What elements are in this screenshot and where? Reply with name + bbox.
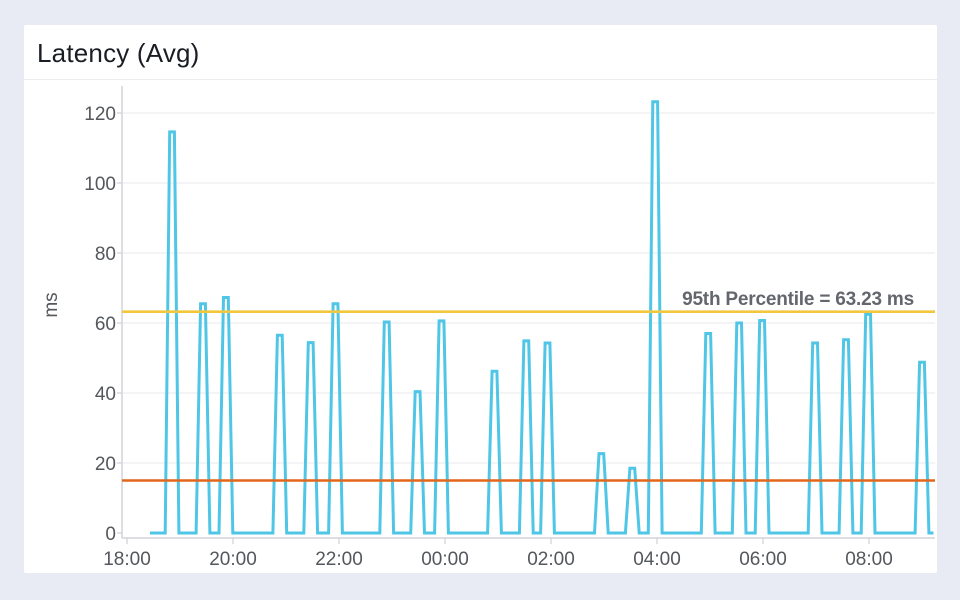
x-tick-label: 06:00 <box>739 549 787 570</box>
x-tick-label: 18:00 <box>103 549 151 570</box>
latency-series-line <box>150 100 934 535</box>
y-tick-label: 20 <box>95 454 116 475</box>
y-tick-label: 100 <box>84 174 116 195</box>
x-tick-label: 22:00 <box>315 549 363 570</box>
chart-title: Latency (Avg) <box>37 38 200 68</box>
title-divider <box>24 79 937 80</box>
percentile-annotation-label: 95th Percentile = 63.23 ms <box>682 289 914 310</box>
x-tick-label: 20:00 <box>209 549 257 570</box>
y-tick-label: 0 <box>105 524 116 545</box>
x-tick-label: 04:00 <box>633 549 681 570</box>
y-tick-label: 80 <box>95 244 116 265</box>
x-tick-label: 08:00 <box>845 549 893 570</box>
y-tick-label: 40 <box>95 384 116 405</box>
y-tick-label: 120 <box>84 104 116 125</box>
y-axis-title: ms <box>41 292 62 317</box>
x-tick-label: 02:00 <box>527 549 575 570</box>
x-tick-label: 00:00 <box>421 549 469 570</box>
y-tick-label: 60 <box>95 314 116 335</box>
